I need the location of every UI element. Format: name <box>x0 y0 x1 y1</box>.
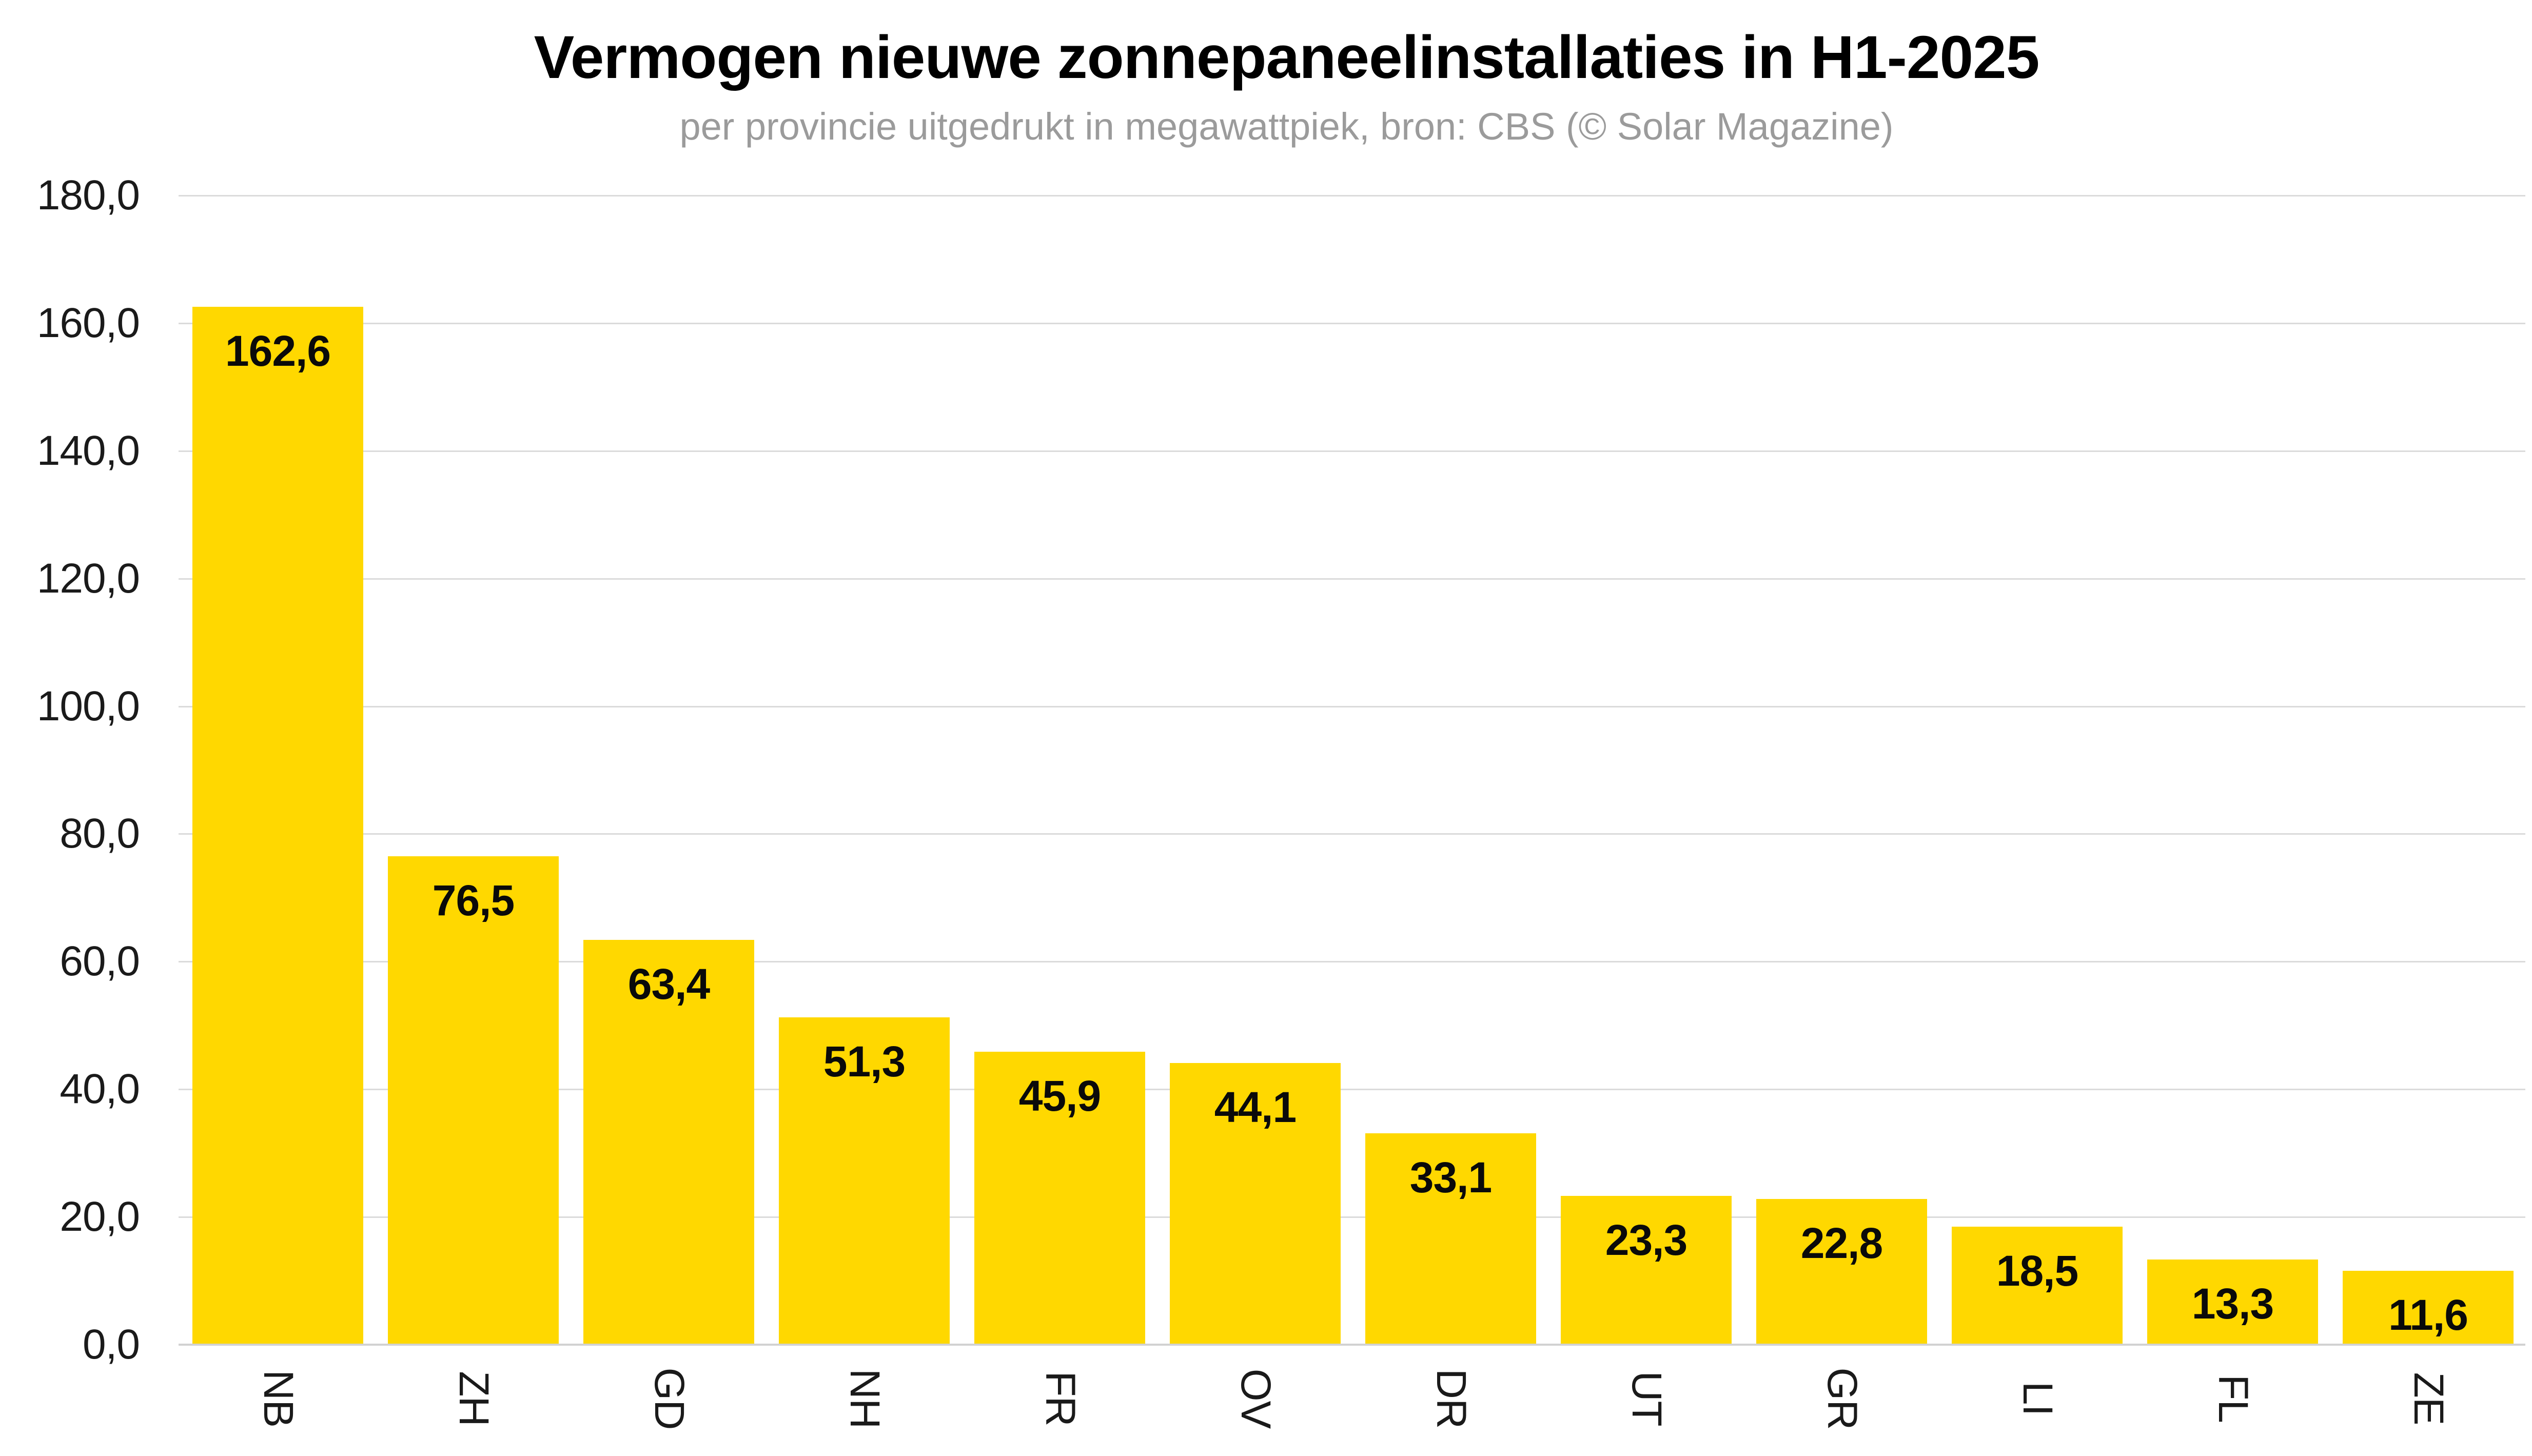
bar <box>2343 1271 2514 1345</box>
bar-value-label: 45,9 <box>1018 1072 1102 1120</box>
gridline <box>179 1216 2525 1218</box>
bar <box>1756 1199 1927 1345</box>
bar-value-label: 44,1 <box>1214 1083 1297 1131</box>
bar <box>779 1017 950 1345</box>
gridline <box>179 706 2525 707</box>
bar-value-label: 162,6 <box>225 327 331 375</box>
x-tick-label: GR <box>1819 1367 1866 1430</box>
x-tick-label: LI <box>2014 1381 2061 1416</box>
bar-value-label: 33,1 <box>1409 1153 1493 1202</box>
gridline <box>179 1089 2525 1090</box>
y-tick-label: 80,0 <box>60 810 140 857</box>
gridline <box>179 323 2525 324</box>
y-tick-label: 160,0 <box>36 300 140 346</box>
bar-value-label: 13,3 <box>2191 1280 2274 1328</box>
bar <box>2147 1260 2318 1345</box>
x-tick-label: ZE <box>2405 1372 2452 1425</box>
bar <box>583 940 754 1345</box>
bar-value-label: 22,8 <box>1800 1219 1883 1267</box>
gridline <box>179 578 2525 580</box>
bar <box>192 307 363 1345</box>
bar-value-label: 76,5 <box>432 876 515 924</box>
x-tick-label: OV <box>1232 1368 1279 1429</box>
bar <box>1365 1133 1536 1345</box>
bar <box>1561 1196 1732 1345</box>
y-tick-label: 20,0 <box>60 1193 140 1240</box>
bar <box>388 856 559 1345</box>
y-tick-label: 40,0 <box>60 1066 140 1112</box>
chart-subtitle: per provincie uitgedrukt in megawattpiek… <box>679 105 1894 148</box>
y-tick-label: 60,0 <box>60 938 140 985</box>
gridline <box>179 961 2525 962</box>
gridline <box>179 195 2525 196</box>
x-axis-baseline <box>179 1344 2525 1346</box>
bar-value-label: 63,4 <box>627 960 711 1008</box>
y-tick-label: 100,0 <box>36 683 140 730</box>
x-tick-label: NB <box>255 1370 302 1427</box>
gridline <box>179 450 2525 452</box>
x-tick-label: GD <box>646 1367 693 1430</box>
bar-value-label: 23,3 <box>1605 1216 1688 1264</box>
y-tick-label: 180,0 <box>36 172 140 219</box>
gridline <box>179 833 2525 835</box>
chart-title: Vermogen nieuwe zonnepaneelinstallaties … <box>534 24 2040 91</box>
bar-value-label: 18,5 <box>1996 1247 2079 1295</box>
x-tick-label: DR <box>1428 1368 1475 1429</box>
bar <box>974 1052 1145 1345</box>
bar-value-label: 51,3 <box>823 1037 906 1086</box>
x-tick-label: ZH <box>450 1371 497 1426</box>
bar-value-label: 11,6 <box>2388 1291 2468 1339</box>
x-tick-label: FL <box>2210 1374 2256 1423</box>
y-tick-label: 140,0 <box>36 427 140 474</box>
y-tick-label: 120,0 <box>36 555 140 602</box>
x-tick-label: UT <box>1623 1371 1670 1426</box>
bar-chart: Vermogen nieuwe zonnepaneelinstallaties … <box>21 8 2532 1448</box>
x-tick-label: NH <box>841 1368 888 1429</box>
bar <box>1170 1063 1341 1345</box>
bar <box>1952 1227 2123 1345</box>
x-tick-label: FR <box>1037 1371 1084 1426</box>
y-tick-label: 0,0 <box>83 1321 140 1368</box>
